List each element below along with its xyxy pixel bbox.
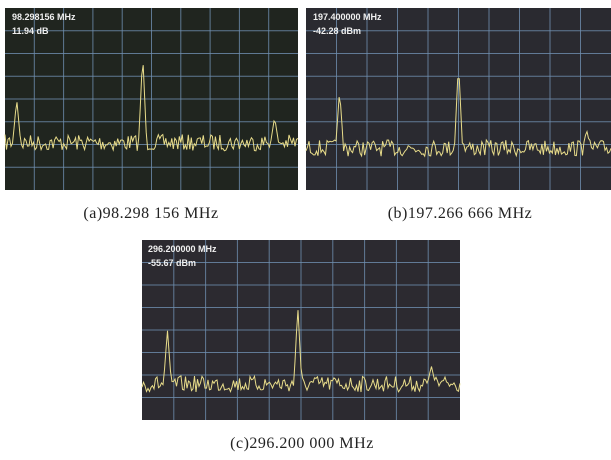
caption: (b)197.266 666 MHz: [388, 205, 533, 222]
screen-frequency: 296.200000 MHz: [148, 244, 217, 254]
screen-level: 11.94 dB: [12, 26, 49, 36]
caption: (c)296.200 000 MHz: [230, 435, 374, 452]
screen-level: -55.67 dBm: [148, 258, 196, 268]
screen-frequency: 98.298156 MHz: [12, 12, 76, 22]
screen-frequency: 197.400000 MHz: [313, 12, 382, 22]
screen-level: -42.28 dBm: [313, 26, 361, 36]
figure: 98.298156 MHz 11.94 dB (a)98.298 156 MHz…: [0, 0, 611, 460]
caption: (a)98.298 156 MHz: [83, 205, 218, 222]
